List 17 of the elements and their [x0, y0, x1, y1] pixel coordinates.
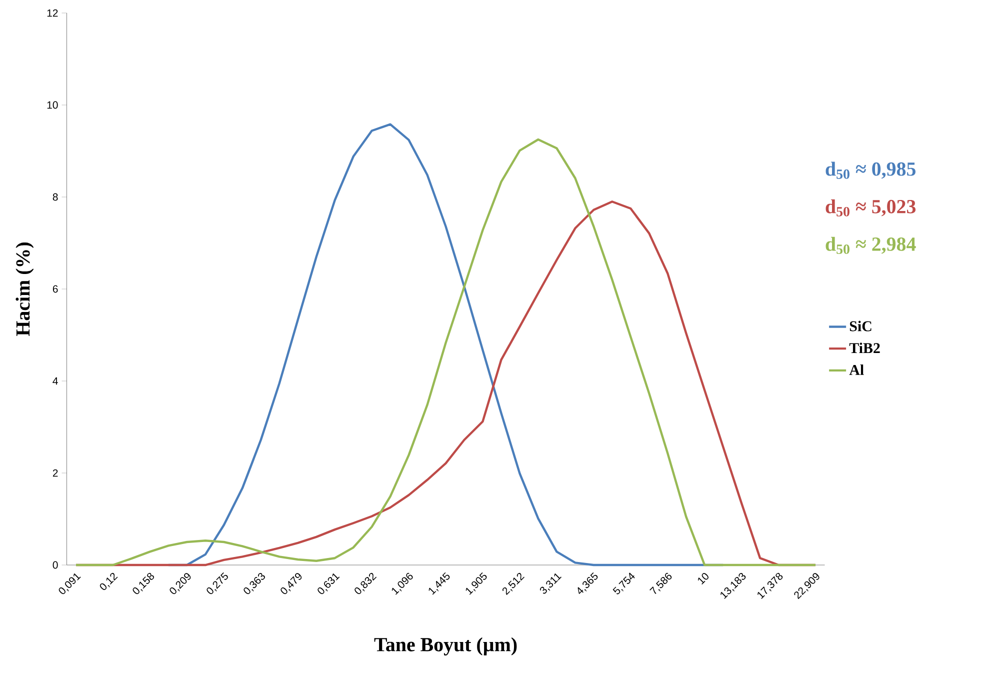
y-tick-label: 0 — [52, 561, 58, 569]
y-tick-label: 12 — [47, 9, 58, 17]
y-tick-label: 6 — [52, 285, 58, 293]
legend-label: SiC — [850, 320, 872, 332]
y-tick-label: 8 — [52, 193, 58, 201]
x-axis-title: Tane Boyut (µm) — [374, 637, 517, 656]
y-tick-label: 10 — [47, 101, 58, 109]
x-tick-label: 0,12 — [100, 572, 118, 590]
legend-label: TiB2 — [849, 342, 880, 354]
y-axis-title: Hacim (%) — [16, 242, 34, 336]
legend-label: Al — [849, 364, 864, 375]
y-tick-label: 4 — [52, 377, 58, 385]
text: d$_{50}$ ≈ 0,985 — [826, 162, 916, 179]
y-tick-label: 2 — [52, 469, 58, 477]
x-tick-label: 10 — [698, 573, 708, 585]
text: d$_{50}$ ≈ 5,023 — [826, 199, 916, 216]
text: d$_{50}$ ≈ 2,984 — [826, 236, 916, 254]
